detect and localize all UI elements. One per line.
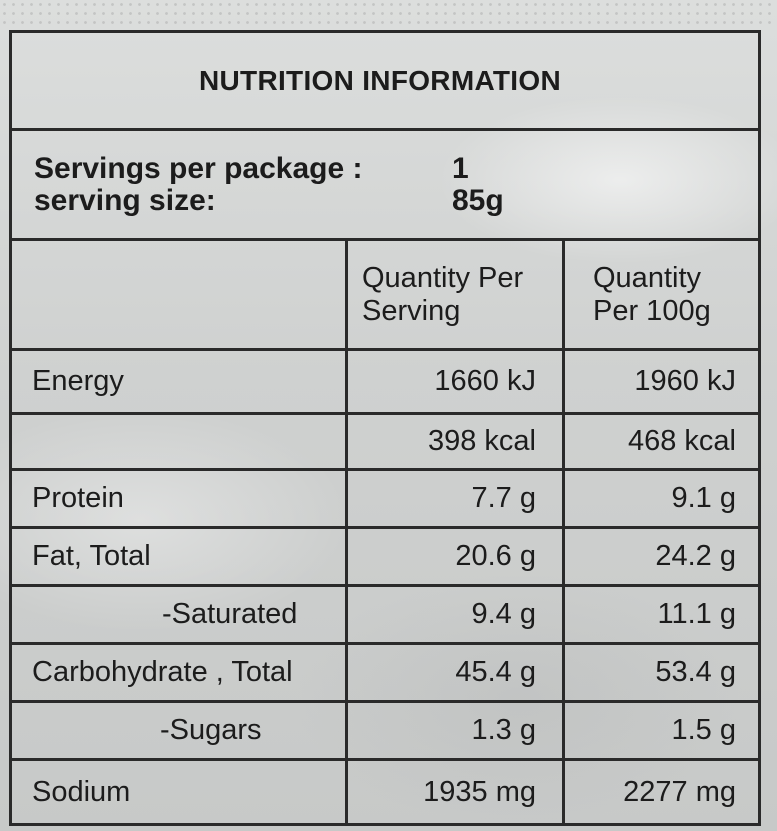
table-header-row: Quantity Per Serving Quantity Per 100g: [12, 241, 758, 351]
per-serving-value: 1.3 g: [345, 703, 562, 758]
per-serving-value: 20.6 g: [345, 529, 562, 584]
per-serving-value: 9.4 g: [345, 587, 562, 642]
table-row: -Sugars 1.3 g 1.5 g: [12, 703, 758, 761]
header-per-100g-line1: Quantity: [593, 261, 701, 294]
per-100g-value: 468 kcal: [562, 415, 758, 468]
servings-per-package-label: Servings per package :: [34, 152, 363, 185]
per-serving-value: 7.7 g: [345, 471, 562, 526]
package-texture: [0, 0, 777, 30]
header-per-serving-line2: Serving: [362, 294, 461, 327]
nutrient-name: -Saturated: [162, 598, 298, 630]
table-row: Fat, Total 20.6 g 24.2 g: [12, 529, 758, 587]
per-100g-value: 2277 mg: [562, 761, 758, 823]
servings-per-package-value: 1: [452, 152, 469, 185]
per-serving-value: 398 kcal: [345, 415, 562, 468]
header-per-100g-cell: Quantity Per 100g: [562, 241, 758, 348]
per-100g-value: 1.5 g: [562, 703, 758, 758]
table-row: Energy 1660 kJ 1960 kJ: [12, 351, 758, 415]
table-row: -Saturated 9.4 g 11.1 g: [12, 587, 758, 645]
per-100g-value: 9.1 g: [562, 471, 758, 526]
nutrient-name: -Sugars: [160, 714, 262, 746]
table-row: Protein 7.7 g 9.1 g: [12, 471, 758, 529]
serving-size-value: 85g: [452, 184, 504, 217]
per-serving-value: 1935 mg: [345, 761, 562, 823]
table-row: Carbohydrate , Total 45.4 g 53.4 g: [12, 645, 758, 703]
nutrient-name: Sodium: [32, 775, 131, 808]
table-row: 398 kcal 468 kcal: [12, 415, 758, 471]
per-100g-value: 53.4 g: [562, 645, 758, 700]
nutrient-name: Fat, Total: [32, 540, 151, 572]
nutrient-name: Protein: [32, 482, 124, 514]
table-row: Sodium 1935 mg 2277 mg: [12, 761, 758, 823]
per-100g-value: 1960 kJ: [562, 351, 758, 412]
nutrient-name: Energy: [32, 365, 124, 397]
serving-size-label: serving size:: [34, 184, 216, 217]
per-100g-value: 24.2 g: [562, 529, 758, 584]
nutrient-name: Carbohydrate , Total: [32, 656, 293, 688]
header-per-serving-line1: Quantity Per: [362, 261, 524, 294]
nutrient-name: [12, 415, 345, 468]
nutrition-panel: NUTRITION INFORMATION Servings per packa…: [9, 30, 761, 826]
header-per-serving-cell: Quantity Per Serving: [345, 241, 562, 348]
per-100g-value: 11.1 g: [562, 587, 758, 642]
header-per-100g-line2: Per 100g: [593, 294, 711, 327]
servings-block: Servings per package : 1 serving size: 8…: [12, 131, 758, 241]
header-nutrient-cell: [12, 241, 345, 348]
panel-title: NUTRITION INFORMATION: [199, 64, 561, 96]
per-serving-value: 1660 kJ: [345, 351, 562, 412]
title-row: NUTRITION INFORMATION: [12, 33, 758, 131]
per-serving-value: 45.4 g: [345, 645, 562, 700]
